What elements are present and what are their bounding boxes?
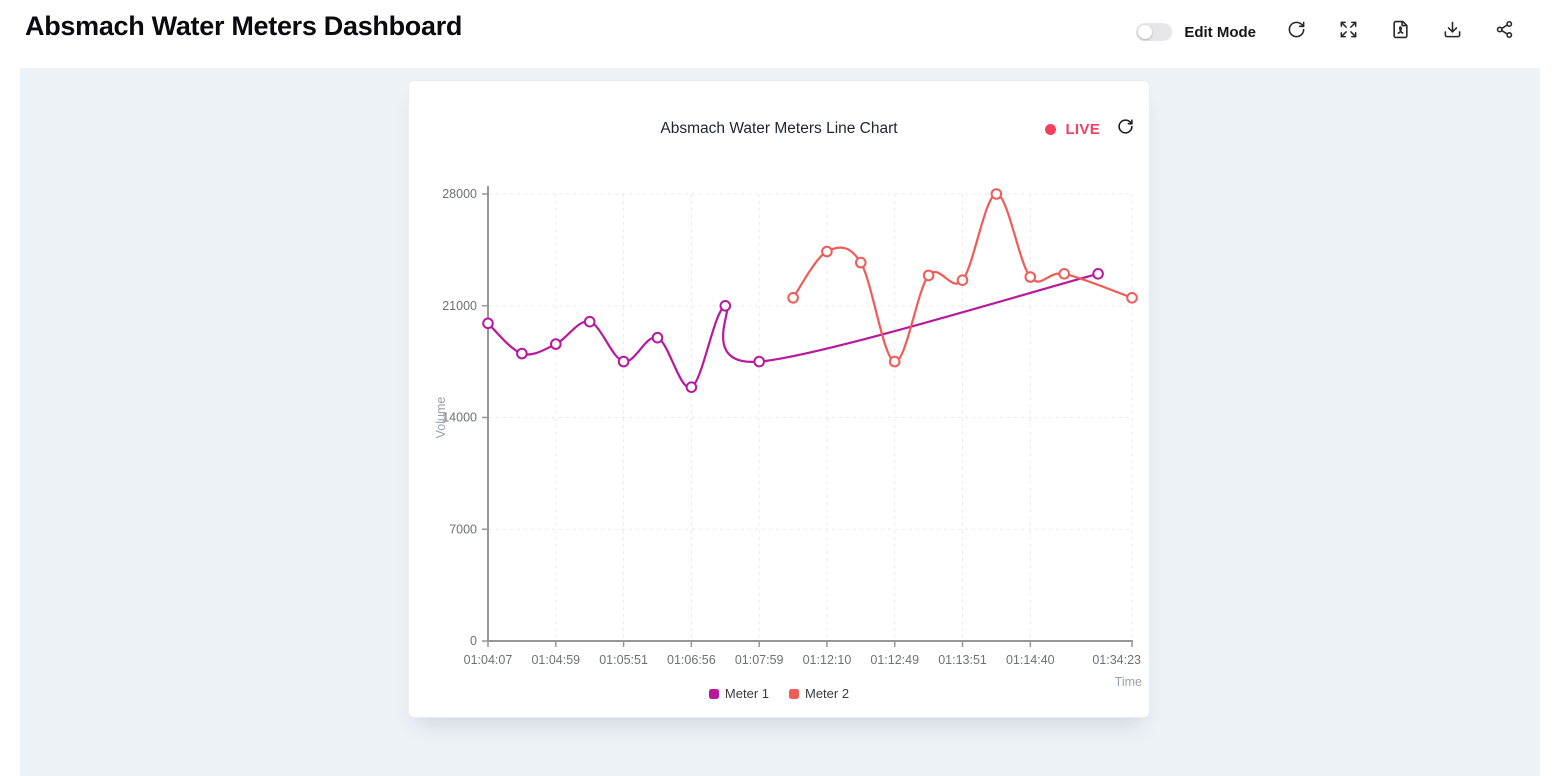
- meter-1-data-point: [685, 381, 698, 393]
- meter-1-data-point: [1092, 268, 1104, 280]
- x-tick-label: 01:07:59: [735, 653, 784, 667]
- edit-mode-label: Edit Mode: [1184, 23, 1256, 41]
- live-indicator: LIVE: [1045, 115, 1135, 143]
- export-pdf-icon: [1391, 20, 1410, 44]
- x-tick-label: 01:14:40: [1006, 653, 1055, 667]
- meter-2-data-point: [922, 269, 935, 282]
- meter-2-data-point: [956, 274, 969, 286]
- live-label: LIVE: [1065, 120, 1100, 138]
- meter-2-data-point: [1058, 268, 1071, 280]
- meter-1-data-point: [651, 331, 664, 344]
- meter-2-data-point: [1126, 292, 1138, 304]
- legend-label: Meter 1: [724, 686, 769, 701]
- line-chart: 0 7000 14000 21000 28000 01:04:07 01:04:59 01:0…: [434, 186, 1142, 689]
- legend-item-meter-1[interactable]: Meter 1: [708, 686, 769, 701]
- meter-2-data-point: [821, 245, 833, 258]
- y-tick-label: 0: [470, 634, 477, 648]
- x-tick-label: 01:04:07: [464, 653, 513, 667]
- y-axis-title: Volume: [434, 397, 448, 439]
- meter-1-data-point: [583, 315, 596, 328]
- refresh-button[interactable]: [1270, 18, 1322, 46]
- y-tick-label: 28000: [442, 187, 477, 201]
- meter-2-data-point: [990, 188, 1003, 200]
- chart-legend: Meter 1 Meter 2: [409, 686, 1149, 701]
- meter-1-data-point: [719, 300, 732, 312]
- x-tick-label: 01:05:51: [599, 653, 648, 667]
- chart-card-header: Absmach Water Meters Line Chart LIVE: [409, 115, 1149, 143]
- dashboard-canvas: Absmach Water Meters Line Chart LIVE 0 70…: [20, 68, 1540, 776]
- refresh-icon: [1287, 20, 1306, 44]
- share-button[interactable]: [1478, 18, 1530, 46]
- x-tick-label: 01:34:23: [1092, 653, 1141, 667]
- fullscreen-button[interactable]: [1322, 18, 1374, 46]
- x-tick-label: 01:06:56: [667, 653, 716, 667]
- refresh-icon: [1117, 118, 1134, 140]
- meter-1-data-point: [617, 355, 630, 368]
- edit-mode-toggle[interactable]: [1136, 23, 1173, 41]
- x-tick-label: 01:13:51: [938, 653, 987, 667]
- x-axis-title: Time: [1115, 675, 1142, 689]
- meter-2-line: [792, 192, 1134, 363]
- y-tick-label: 21000: [442, 299, 477, 313]
- meter-2-data-point: [787, 292, 799, 304]
- toolbar: Edit Mode: [1136, 18, 1530, 46]
- y-tick-label: 14000: [442, 411, 477, 425]
- share-icon: [1495, 20, 1514, 44]
- meter-1-data-point: [516, 347, 528, 360]
- meter-2-data-point: [855, 256, 867, 269]
- x-tick-label: 01:12:10: [803, 653, 852, 667]
- meter-1-data-point: [550, 338, 562, 350]
- meter-1-line: [486, 272, 1100, 389]
- chart-refresh-button[interactable]: [1117, 118, 1135, 140]
- download-button[interactable]: [1426, 18, 1478, 46]
- app-header: Absmach Water Meters Dashboard Edit Mode: [0, 0, 1560, 62]
- meter-1-data-point: [482, 317, 494, 330]
- meter-2-data-point: [1024, 271, 1037, 283]
- legend-item-meter-2[interactable]: Meter 2: [789, 686, 849, 701]
- x-tick-label: 01:12:49: [870, 653, 919, 667]
- legend-swatch-icon: [708, 688, 719, 699]
- meter-1-data-point: [753, 355, 766, 368]
- page-title: Absmach Water Meters Dashboard: [25, 11, 463, 41]
- export-pdf-button[interactable]: [1374, 18, 1426, 46]
- chart-card: Absmach Water Meters Line Chart LIVE 0 70…: [408, 80, 1150, 718]
- y-tick-label: 7000: [449, 522, 477, 536]
- chart-title: Absmach Water Meters Line Chart: [660, 120, 898, 137]
- meter-2-data-point: [888, 355, 901, 368]
- legend-label: Meter 2: [805, 686, 850, 701]
- fullscreen-icon: [1339, 20, 1358, 44]
- legend-swatch-icon: [789, 688, 799, 699]
- x-tick-label: 01:04:59: [531, 653, 580, 667]
- toggle-knob: [1138, 25, 1153, 39]
- download-icon: [1443, 20, 1462, 44]
- live-dot-icon: [1045, 123, 1057, 135]
